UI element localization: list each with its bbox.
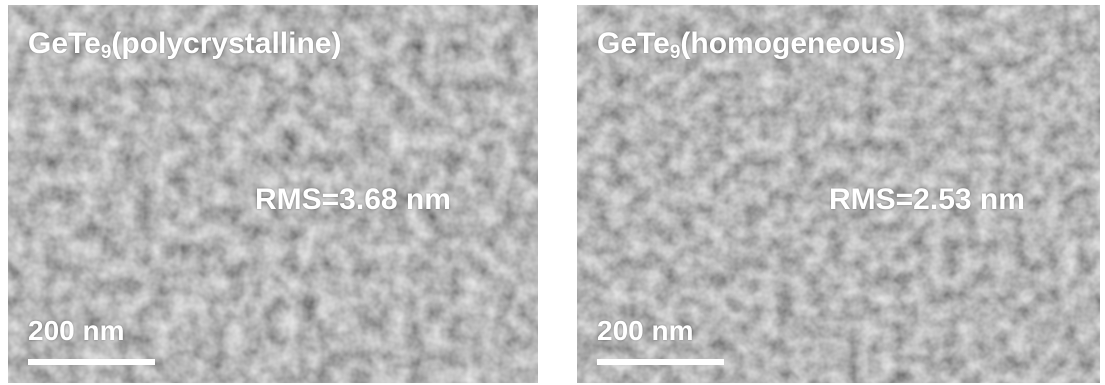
phase: (homogeneous) bbox=[680, 27, 905, 60]
panel-title: GeTe9(polycrystalline) bbox=[28, 27, 341, 61]
phase: (polycrystalline) bbox=[111, 27, 341, 60]
subscript: 9 bbox=[101, 42, 112, 63]
sem-image: GeTe9(homogeneous) RMS=2.53 nm 200 nm bbox=[577, 5, 1100, 383]
scale-bar bbox=[597, 359, 724, 365]
scale-bar bbox=[28, 359, 155, 365]
subscript: 9 bbox=[670, 42, 681, 63]
page: {"panels": [ {"title": {"formula": "GeTe… bbox=[0, 0, 1105, 385]
rms-label: RMS=3.68 nm bbox=[255, 183, 451, 217]
formula: GeTe bbox=[597, 27, 670, 60]
scale-label: 200 nm bbox=[597, 315, 694, 347]
sem-image: GeTe9(polycrystalline) RMS=3.68 nm 200 n… bbox=[8, 5, 538, 383]
scale-label: 200 nm bbox=[28, 315, 125, 347]
formula: GeTe bbox=[28, 27, 101, 60]
panel-title: GeTe9(homogeneous) bbox=[597, 27, 905, 61]
rms-label: RMS=2.53 nm bbox=[829, 183, 1025, 217]
